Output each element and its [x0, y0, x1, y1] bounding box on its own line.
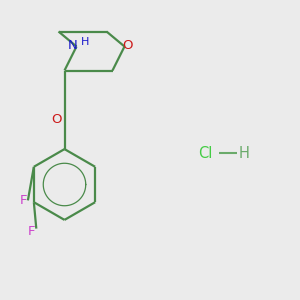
- Text: N: N: [68, 39, 78, 52]
- Text: O: O: [122, 39, 133, 52]
- Text: O: O: [51, 112, 62, 126]
- Text: F: F: [20, 194, 27, 208]
- Text: F: F: [28, 225, 35, 238]
- Text: Cl: Cl: [198, 146, 213, 160]
- Text: H: H: [239, 146, 250, 160]
- Text: H: H: [81, 37, 89, 47]
